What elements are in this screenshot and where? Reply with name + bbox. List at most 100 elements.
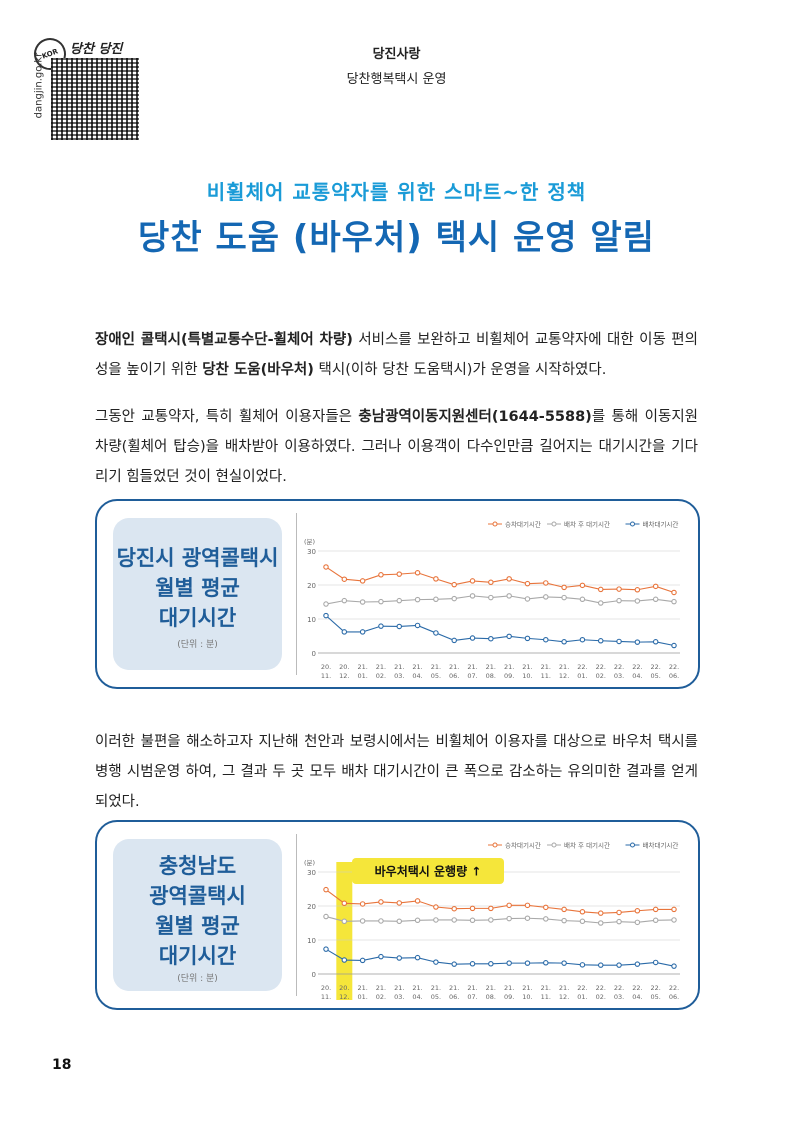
data-point: [323, 612, 329, 619]
x-tick-label: 22.: [614, 663, 624, 671]
data-point: [469, 578, 476, 584]
x-tick-label: 22.: [596, 663, 606, 671]
x-tick-label: 21.: [541, 663, 551, 671]
y-tick-label: 20: [307, 903, 316, 911]
x-tick-label: 21.: [504, 663, 514, 671]
x-tick-label: 09.: [504, 672, 514, 679]
x-tick-label: 12.: [559, 672, 569, 679]
x-tick-label: 04.: [412, 672, 422, 679]
x-tick-label: 22.: [632, 984, 642, 992]
data-point: [579, 636, 586, 643]
data-point: [524, 596, 531, 602]
x-tick-label: 22.: [577, 663, 587, 671]
data-point: [323, 601, 329, 607]
data-point: [488, 961, 494, 967]
data-point: [469, 917, 476, 924]
data-point: [469, 961, 476, 967]
data-point: [634, 919, 641, 926]
data-point: [359, 918, 366, 924]
x-tick-label: 03.: [614, 672, 624, 679]
data-point: [543, 904, 549, 911]
legend-label: 승차대기시간: [505, 520, 541, 529]
data-point: [433, 596, 439, 603]
x-tick-label: 12.: [559, 993, 569, 1000]
data-point: [561, 639, 567, 645]
x-tick-label: 20.: [321, 984, 331, 992]
data-point: [597, 920, 604, 926]
x-tick-label: 08.: [486, 672, 496, 679]
x-tick-label: 21.: [394, 984, 404, 992]
series-line: [325, 916, 675, 924]
x-tick-label: 11.: [541, 993, 551, 1000]
data-point: [414, 954, 421, 961]
legend-label: 배차대기시간: [643, 841, 679, 850]
data-point: [634, 961, 641, 967]
data-point: [597, 962, 604, 968]
data-point: [433, 959, 439, 965]
x-tick-label: 05.: [431, 672, 441, 679]
paragraph-text: 그동안 교통약자, 특히 휠체어 이용자들은: [95, 409, 359, 425]
data-point: [634, 598, 641, 604]
paragraph-3: 이러한 불편을 해소하고자 지난해 천안과 보령시에서는 비휠체어 이용자를 대…: [95, 727, 698, 817]
data-point: [341, 957, 348, 963]
paragraph-text: 를 통해 이동지원 차량(휠체어 탑승)을 배차받아 이용하였다. 그러나 이용…: [95, 409, 698, 485]
data-point: [652, 639, 659, 645]
data-point: [396, 597, 403, 604]
y-axis-unit: (분): [304, 859, 315, 867]
x-tick-label: 21.: [412, 663, 422, 671]
chart-card-chungnam: 충청남도 광역콜택시 월별 평균 대기시간 (단위 : 분) 0 10 20 30 (분…: [95, 820, 700, 1010]
data-point: [597, 910, 604, 916]
paragraph-text: 택시(이하 당찬 도움택시)가 운영을 시작하였다.: [313, 362, 607, 378]
x-tick-label: 21.: [376, 663, 386, 671]
data-point: [323, 913, 329, 920]
paragraph-2: 그동안 교통약자, 특히 휠체어 이용자들은 충남광역이동지원센터(1644-5…: [95, 402, 698, 492]
data-point: [652, 917, 659, 924]
data-point: [561, 584, 567, 591]
data-point: [378, 953, 384, 960]
data-point: [506, 633, 512, 640]
x-tick-label: 21.: [449, 984, 459, 992]
callout-badge: 바우처택시 운행량 ↑: [352, 858, 504, 884]
data-point: [561, 906, 567, 913]
data-point: [506, 902, 512, 909]
data-point: [652, 596, 659, 603]
data-point: [616, 597, 622, 604]
x-tick-label: 03.: [394, 993, 404, 1000]
label-line: 당진시 광역콜택시: [116, 546, 279, 570]
label-line: 대기시간: [158, 606, 237, 630]
label-line: 광역콜택시: [149, 884, 246, 908]
data-point: [396, 918, 403, 925]
series-line: [325, 566, 675, 594]
data-point: [543, 636, 549, 643]
y-tick-label: 30: [307, 548, 316, 556]
data-point: [451, 905, 457, 912]
data-point: [579, 909, 586, 915]
series-line: [325, 889, 674, 914]
x-tick-label: 01.: [357, 672, 367, 679]
data-point: [396, 623, 403, 630]
x-tick-label: 12.: [339, 672, 349, 679]
label-line: 월별 평균: [155, 576, 240, 600]
x-tick-label: 21.: [559, 663, 569, 671]
x-tick-label: 04.: [412, 993, 422, 1000]
x-tick-label: 03.: [614, 993, 624, 1000]
bold-phrase: 당찬 도움(바우처): [202, 362, 314, 378]
data-point: [323, 886, 329, 893]
data-point: [359, 578, 366, 584]
data-point: [414, 898, 421, 904]
paragraph-text: 서비스를 보완하고 비휠체어 교통약자에 대한 이동 편의성을 높이기 위한: [95, 332, 698, 378]
data-point: [378, 918, 384, 924]
x-tick-label: 20.: [339, 984, 349, 992]
page-number: 18: [52, 1057, 72, 1073]
x-tick-label: 21.: [376, 984, 386, 992]
data-point: [341, 629, 348, 635]
data-point: [433, 917, 439, 923]
chart-card-label: 충청남도 광역콜택시 월별 평균 대기시간 (단위 : 분): [113, 839, 282, 991]
data-point: [488, 579, 494, 586]
data-point: [451, 917, 457, 923]
x-tick-label: 02.: [596, 672, 606, 679]
data-point: [359, 629, 366, 635]
data-point: [597, 586, 604, 593]
data-point: [671, 906, 677, 913]
data-point: [469, 905, 476, 912]
